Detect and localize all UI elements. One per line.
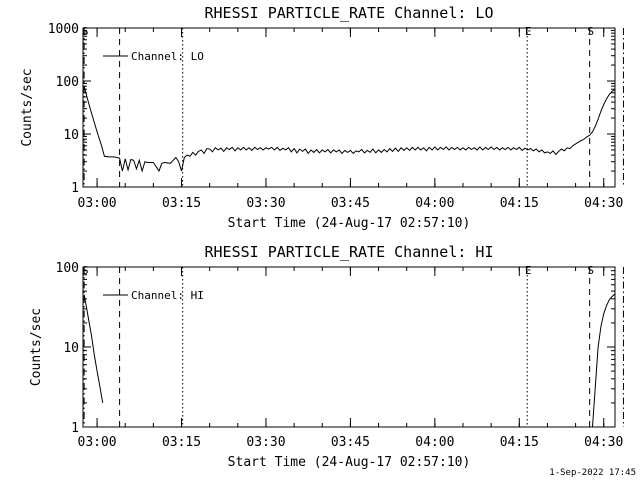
- y-tick-label: 100: [56, 261, 79, 276]
- x-tick-label: 04:00: [415, 196, 454, 211]
- y-tick-label: 1: [71, 421, 79, 436]
- event-marker-label: E: [525, 264, 532, 277]
- y-tick-label: 1000: [48, 22, 79, 37]
- event-marker-label: E: [525, 25, 532, 38]
- chart-panel-1: RHESSI PARTICLE_RATE Channel: LO Counts/s…: [20, 4, 624, 231]
- x-tick-label: 03:00: [78, 435, 117, 450]
- event-marker-label: S: [82, 264, 89, 277]
- x-axis-label: Start Time (24-Aug-17 02:57:10): [228, 216, 471, 231]
- x-tick-label: 03:45: [331, 196, 370, 211]
- x-tick-label: 04:00: [415, 435, 454, 450]
- x-tick-label: 04:15: [500, 435, 539, 450]
- x-tick-label: 04:30: [584, 435, 623, 450]
- x-tick-label: 03:30: [246, 435, 285, 450]
- x-tick-label: 03:15: [162, 196, 201, 211]
- chart-title: RHESSI PARTICLE_RATE Channel: LO: [205, 4, 494, 22]
- series-line-segment: [83, 86, 615, 173]
- chart-title: RHESSI PARTICLE_RATE Channel: HI: [205, 243, 494, 261]
- plot-frame: [82, 27, 616, 188]
- legend-entry: Channel: HI: [131, 289, 204, 302]
- event-marker-label: S: [587, 264, 594, 277]
- x-axis-label: Start Time (24-Aug-17 02:57:10): [228, 455, 471, 470]
- y-axis-label: Counts/sec: [20, 68, 35, 146]
- series-line-segment: [591, 293, 615, 427]
- x-tick-label: 03:15: [162, 435, 201, 450]
- chart-panel-2: RHESSI PARTICLE_RATE Channel: HI Counts/s…: [29, 243, 624, 470]
- series-line-segment: [83, 294, 104, 404]
- y-tick-label: 10: [63, 341, 79, 356]
- x-tick-label: 03:00: [78, 196, 117, 211]
- chart-panels: RHESSI PARTICLE_RATE Channel: LO Counts/s…: [20, 4, 624, 470]
- footer-timestamp: 1-Sep-2022 17:45: [549, 468, 636, 478]
- event-marker-label: S: [82, 25, 89, 38]
- x-tick-label: 03:45: [331, 435, 370, 450]
- legend-entry: Channel: LO: [131, 50, 204, 63]
- y-axis-label: Counts/sec: [29, 308, 44, 386]
- x-tick-label: 03:30: [246, 196, 285, 211]
- x-tick-label: 04:15: [500, 196, 539, 211]
- y-tick-label: 10: [63, 128, 79, 143]
- event-marker-label: S: [587, 25, 594, 38]
- x-tick-label: 04:30: [584, 196, 623, 211]
- y-tick-label: 1: [71, 181, 79, 196]
- y-tick-label: 100: [56, 75, 79, 90]
